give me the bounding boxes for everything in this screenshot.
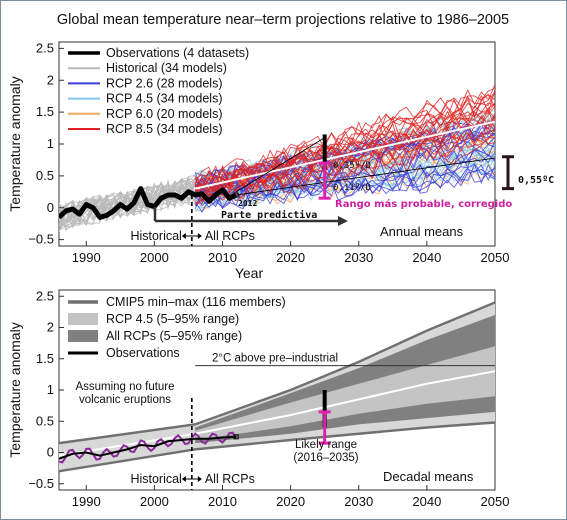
all-rcps-label: All RCPs [205, 472, 255, 486]
year-2012-marker [233, 192, 239, 198]
trend-line [235, 137, 325, 193]
no-volcanic-note: Assuming no future [75, 381, 174, 393]
x-tick-label: 1990 [72, 250, 101, 265]
model-ensemble [59, 84, 495, 232]
y-tick-label: 2 [47, 320, 54, 335]
legend-entry: RCP 6.0 (20 models) [106, 107, 223, 121]
x-tick-label: 2050 [481, 250, 510, 265]
decadal-annotations: 2°C above pre–industrial Assuming no futu… [75, 353, 474, 490]
x-tick-label: 2010 [208, 494, 237, 509]
decadal-means-label: Decadal means [383, 469, 474, 484]
rcp-model-line [195, 102, 495, 192]
x-tick-label: 2050 [481, 494, 510, 509]
predictive-label: Parte predictiva [221, 209, 317, 221]
observations-line [59, 435, 237, 460]
historical-model-line [59, 178, 196, 229]
x-tick-label: 2000 [140, 250, 169, 265]
y-tick-label: 1 [47, 136, 54, 151]
legend-entry: RCP 4.5 (5–95% range) [106, 312, 239, 326]
figure-title: Global mean temperature near–term projec… [57, 12, 509, 28]
legend-entry: RCP 2.6 (28 models) [106, 76, 223, 90]
historical-label: Historical [130, 472, 181, 486]
x-tick-label: 2040 [412, 494, 441, 509]
y-tick-label: −0.5 [28, 476, 54, 491]
legend-swatch [68, 313, 98, 325]
all-rcps-label: All RCPs [205, 229, 255, 243]
annual-axis-ticks: 1990 2000 2010 2020 2030 2040 2050 −0.5 0 0.5 1 1.5… [7, 40, 509, 281]
decadal-legend: CMIP5 min–max (116 members) RCP 4.5 (5–95… [68, 295, 286, 360]
y-tick-label: 2.5 [36, 288, 54, 303]
legend-entry: All RCPs (5–95% range) [106, 329, 242, 343]
range-bands [59, 301, 495, 473]
y-tick-label: 2 [47, 72, 54, 87]
legend-entry: Observations (4 datasets) [106, 46, 249, 60]
y-tick-label: 0.5 [36, 413, 54, 428]
year-2012-label: 2012 [238, 199, 257, 208]
no-volcanic-note: volcanic eruptions [79, 394, 171, 406]
x-axis-label: Year [235, 265, 264, 281]
y-tick-label: 1 [47, 382, 54, 397]
predictive-arrowhead [338, 216, 348, 226]
cmip5-bound-line [59, 301, 495, 445]
observations-variability [59, 431, 237, 464]
reference-line-label: 2°C above pre–industrial [212, 353, 338, 365]
historical-model-line [59, 182, 196, 229]
legend-entry: Historical (34 models) [106, 61, 227, 75]
y-tick-label: 2.5 [36, 40, 54, 55]
rcp-model-line [194, 163, 495, 210]
decadal-panel: 1990 2000 2010 2020 2030 2040 2050 −0.5 0 0.5 1 1.5… [7, 288, 509, 509]
annual-panel: 1990 2000 2010 2020 2030 2040 2050 −0.5 0 0.5 1 1.5… [7, 40, 554, 281]
y-tick-label: 1.5 [36, 104, 54, 119]
legend-entry: RCP 4.5 (34 models) [106, 92, 223, 106]
historical-model-line [59, 181, 196, 225]
likely-range-label: (2016–2035) [293, 452, 358, 464]
rcp-model-line [194, 89, 495, 188]
y-tick-label: 0.5 [36, 168, 54, 183]
divider-arrowheads [181, 476, 202, 482]
x-tick-label: 2020 [276, 494, 305, 509]
annual-legend: Observations (4 datasets)Historical (34 … [68, 46, 249, 136]
year-2012-marker [233, 434, 239, 440]
rcp-model-line [194, 94, 495, 196]
legend-swatch [68, 330, 98, 342]
y-tick-label: 0 [47, 200, 54, 215]
observations-line [59, 186, 238, 220]
x-tick-label: 2010 [208, 250, 237, 265]
trend-line [236, 157, 495, 196]
decadal-ylabel: Temperature anomaly [7, 322, 23, 457]
x-tick-label: 1990 [72, 494, 101, 509]
y-tick-label: 0 [47, 445, 54, 460]
legend-entry: Observations [106, 346, 180, 360]
historical-model-line [59, 188, 196, 227]
historical-label: Historical [130, 229, 181, 243]
divider-arrowheads [181, 233, 202, 239]
legend-entry: RCP 8.5 (34 models) [106, 122, 223, 136]
historical-model-line [59, 182, 196, 231]
rcp-model-line [194, 136, 495, 206]
ensemble-mean-line [195, 120, 495, 190]
corrected-range-label: Rango más probable, corregido [335, 198, 512, 210]
rate-high-label: 0,35º/D [333, 161, 371, 171]
x-tick-label: 2030 [344, 494, 373, 509]
x-tick-label: 2000 [140, 494, 169, 509]
spread-label: 0,55ºC [518, 175, 554, 186]
rcp-model-line [195, 106, 495, 193]
legend-entry: CMIP5 min–max (116 members) [106, 295, 286, 309]
rcp-model-line [194, 109, 495, 198]
rcp45-range [195, 346, 495, 440]
trend-lines [195, 120, 495, 200]
rcp-model-line [194, 163, 495, 208]
x-tick-label: 2030 [344, 250, 373, 265]
annual-means-label: Annual means [380, 224, 464, 239]
decadal-axis-ticks: 1990 2000 2010 2020 2030 2040 2050 −0.5 0 0.5 1 1.5… [7, 288, 509, 509]
y-tick-label: 1.5 [36, 351, 54, 366]
x-tick-label: 2020 [276, 250, 305, 265]
annual-ylabel: Temperature anomaly [7, 76, 23, 211]
y-tick-label: −0.5 [28, 232, 54, 247]
rate-low-label: 0,11º/D [333, 183, 371, 193]
x-tick-label: 2040 [412, 250, 441, 265]
likely-range-label: Likely range [295, 439, 357, 451]
